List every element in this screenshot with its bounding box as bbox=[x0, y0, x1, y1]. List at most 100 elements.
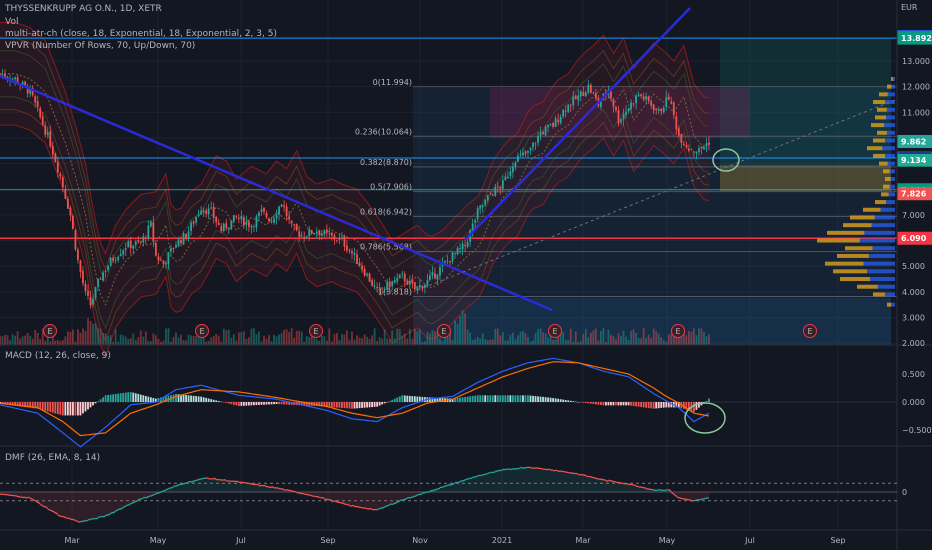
volume-bar bbox=[612, 336, 615, 345]
vp-bar-up bbox=[837, 253, 869, 258]
atr-channel bbox=[0, 22, 710, 358]
dmf-area bbox=[545, 469, 549, 492]
candle-body bbox=[290, 220, 293, 224]
dmf-area bbox=[447, 485, 451, 492]
dmf-line-segment bbox=[394, 501, 398, 505]
volume-bar bbox=[431, 330, 434, 345]
candle-body bbox=[517, 155, 519, 162]
macd-histogram-bar bbox=[72, 402, 74, 416]
dmf-area bbox=[148, 492, 151, 497]
macd-histogram-bar bbox=[441, 398, 444, 402]
vp-bar-down bbox=[889, 169, 895, 174]
dmf-line-segment bbox=[175, 484, 179, 487]
candle-body bbox=[308, 229, 311, 237]
macd-histogram-bar bbox=[185, 395, 187, 402]
dmf-area bbox=[681, 492, 684, 499]
macd-histogram-bar bbox=[456, 397, 459, 402]
candle-body bbox=[16, 77, 19, 84]
uptrend-line[interactable] bbox=[464, 7, 691, 241]
downtrend-line[interactable] bbox=[0, 74, 553, 312]
candle-body bbox=[398, 274, 401, 279]
volume-bar bbox=[557, 336, 560, 345]
dmf-line-segment bbox=[525, 466, 529, 469]
macd-histogram-bar bbox=[217, 401, 220, 402]
dmf-area bbox=[324, 492, 327, 499]
dmf-area bbox=[696, 492, 700, 501]
volume-bar bbox=[517, 335, 519, 345]
volume-bar bbox=[175, 332, 177, 345]
dmf-line-segment bbox=[432, 489, 436, 492]
price-tag-bg bbox=[897, 134, 932, 148]
volume-bar bbox=[29, 335, 32, 345]
dmf-line-segment bbox=[326, 498, 330, 501]
candle-body bbox=[124, 248, 127, 250]
time-axis[interactable]: Mar May Jul Sep Nov 2021 Mar May Jul Sep bbox=[64, 536, 845, 545]
dmf-line-segment bbox=[661, 489, 664, 492]
dmf-area bbox=[389, 492, 393, 505]
dmf-line-segment bbox=[560, 470, 564, 473]
volume-bar bbox=[225, 330, 228, 345]
macd-histogram-bar bbox=[215, 400, 218, 402]
macd-histogram-bar bbox=[615, 402, 617, 406]
volume-bar bbox=[700, 328, 703, 345]
macd-histogram-bar bbox=[341, 402, 343, 408]
dmf-line-segment bbox=[404, 497, 408, 501]
candle-body bbox=[157, 256, 160, 261]
volume-bar bbox=[491, 339, 494, 345]
dmf-line-segment bbox=[57, 514, 61, 517]
dmf-line-segment bbox=[248, 482, 252, 485]
volume-bar bbox=[466, 329, 469, 345]
candle-body bbox=[341, 237, 343, 239]
volume-bar bbox=[170, 341, 172, 345]
macd-histogram-bar bbox=[554, 398, 557, 402]
dmf-area bbox=[133, 492, 136, 503]
candle-body bbox=[446, 260, 449, 262]
macd-histogram-bar bbox=[21, 402, 24, 407]
vol-legend: Vol bbox=[5, 17, 19, 27]
volume-bar bbox=[655, 331, 658, 345]
volume-bar bbox=[647, 334, 650, 345]
dmf-line-segment bbox=[42, 505, 46, 508]
time-axis-label: Mar bbox=[64, 536, 80, 545]
candle-body bbox=[49, 131, 52, 147]
macd-histogram-bar bbox=[255, 402, 258, 406]
dmf-area bbox=[369, 492, 373, 509]
dmf-area bbox=[77, 492, 81, 522]
volume-bar bbox=[270, 341, 273, 345]
dmf-area bbox=[316, 492, 320, 497]
dmf-area bbox=[432, 490, 436, 492]
dmf-line-segment bbox=[600, 478, 604, 481]
macd-histogram-bar bbox=[652, 402, 655, 409]
dmf-line-segment bbox=[522, 466, 526, 470]
dmf-line-segment bbox=[517, 467, 521, 470]
dmf-line-segment bbox=[678, 496, 682, 500]
candle-body bbox=[288, 216, 291, 220]
macd-histogram-bar bbox=[434, 397, 436, 402]
macd-histogram-bar bbox=[225, 402, 228, 403]
dmf-area bbox=[336, 492, 340, 502]
dmf-area bbox=[105, 492, 109, 516]
dmf-area bbox=[628, 484, 632, 492]
dmf-area bbox=[573, 473, 576, 492]
macd-histogram-bar bbox=[675, 402, 678, 408]
macd-histogram-bar bbox=[509, 395, 512, 402]
dmf-area bbox=[608, 480, 612, 492]
volume-bar bbox=[250, 328, 253, 345]
vp-bar-up bbox=[873, 100, 886, 105]
dmf-area bbox=[477, 476, 481, 492]
macd-histogram-bar bbox=[144, 395, 147, 402]
macd-histogram-bar bbox=[539, 396, 542, 402]
volume-bar bbox=[66, 331, 69, 345]
candle-body bbox=[283, 205, 286, 208]
candle-body bbox=[298, 231, 301, 237]
candle-body bbox=[31, 87, 34, 96]
dmf-area bbox=[10, 492, 13, 496]
macd-histogram-bar bbox=[687, 402, 690, 411]
candle-body bbox=[4, 73, 6, 78]
dmf-area bbox=[568, 472, 571, 492]
candle-body bbox=[474, 220, 477, 223]
candle-body bbox=[612, 99, 615, 107]
volume-bar bbox=[19, 338, 22, 345]
